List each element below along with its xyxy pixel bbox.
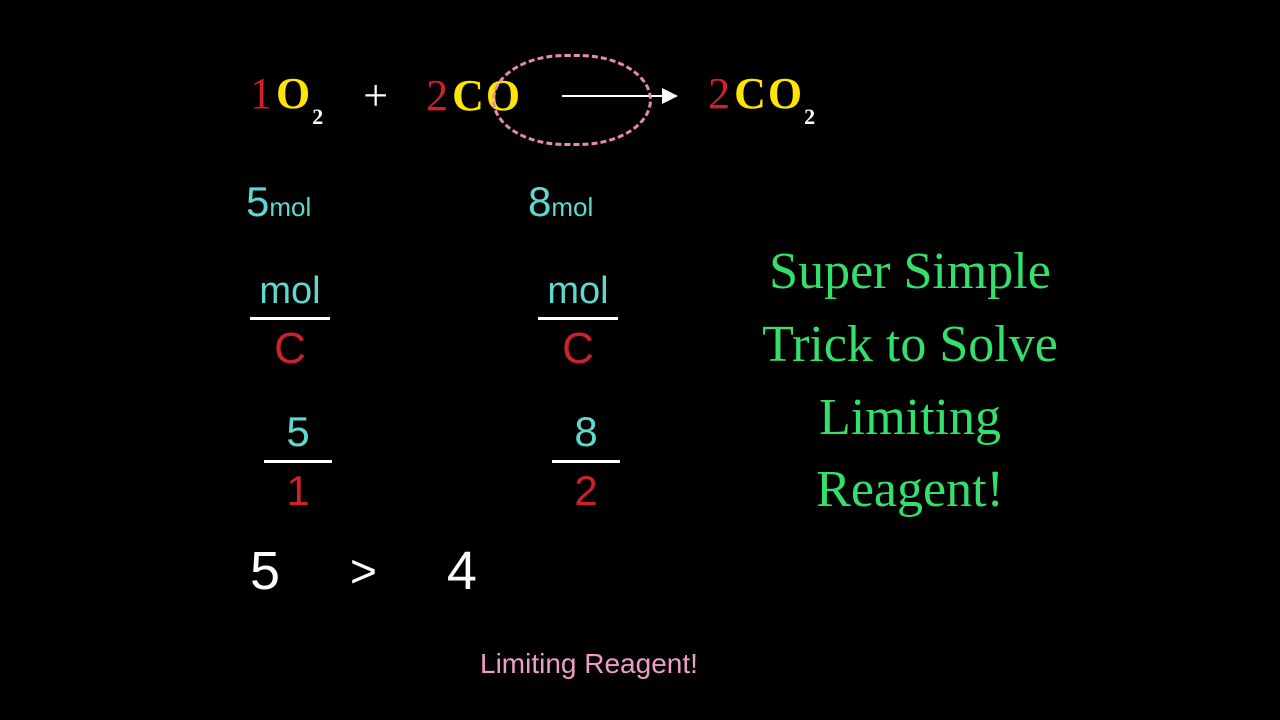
- sub-o2: 2: [312, 104, 325, 129]
- frac-top-mol-o2: mol: [250, 270, 330, 313]
- frac-val-co-top: 8: [552, 408, 620, 456]
- frac-top-mol-co: mol: [538, 270, 618, 313]
- sub-co2: 2: [804, 104, 817, 129]
- frac-bot-c-co: C: [538, 324, 618, 374]
- compare-op: >: [350, 544, 377, 598]
- frac-line-2: [538, 317, 618, 320]
- reactant-2: 2 CO: [426, 70, 522, 121]
- compare-right: 4: [447, 540, 477, 602]
- title-line-3: Limiting: [700, 382, 1120, 455]
- co-mol-unit: mol: [551, 192, 593, 222]
- main-title: Super Simple Trick to Solve Limiting Rea…: [700, 236, 1120, 527]
- given-o2: 5mol: [246, 178, 311, 226]
- frac-line-4: [552, 460, 620, 463]
- frac-bot-c-o2: C: [250, 324, 330, 374]
- frac-line-1: [250, 317, 330, 320]
- frac-label-o2: mol C: [250, 270, 330, 374]
- product-1: 2 CO2: [708, 68, 817, 124]
- frac-label-co: mol C: [538, 270, 618, 374]
- footer-label: Limiting Reagent!: [480, 648, 698, 680]
- reactant-1: 1 O2: [250, 68, 325, 124]
- frac-val-co: 8 2: [552, 408, 620, 515]
- compare-row: 5 > 4: [250, 540, 477, 602]
- arrow-icon: [562, 88, 678, 104]
- co-mol-value: 8: [528, 178, 551, 225]
- frac-val-o2: 5 1: [264, 408, 332, 515]
- frac-val-co-bot: 2: [552, 467, 620, 515]
- formula-co2: CO2: [734, 69, 817, 118]
- given-co: 8mol: [528, 178, 593, 226]
- title-line-2: Trick to Solve: [700, 309, 1120, 382]
- title-line-1: Super Simple: [700, 236, 1120, 309]
- title-line-4: Reagent!: [700, 454, 1120, 527]
- frac-line-3: [264, 460, 332, 463]
- plus-sign: +: [363, 70, 388, 121]
- frac-val-o2-bot: 1: [264, 467, 332, 515]
- coef-co: 2: [426, 71, 448, 120]
- coef-co2: 2: [708, 69, 730, 118]
- formula-o2: O2: [276, 69, 325, 118]
- compare-left: 5: [250, 540, 280, 602]
- o2-mol-unit: mol: [269, 192, 311, 222]
- formula-co: CO: [452, 71, 522, 120]
- frac-val-o2-top: 5: [264, 408, 332, 456]
- equation-row: 1 O2 + 2 CO 2 CO2: [250, 68, 817, 124]
- o2-mol-value: 5: [246, 178, 269, 225]
- coef-o2: 1: [250, 69, 272, 118]
